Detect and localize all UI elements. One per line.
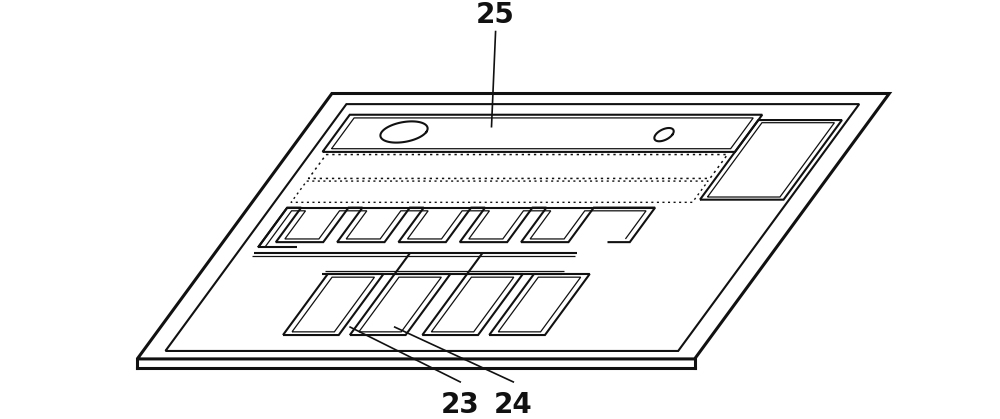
Text: 24: 24 bbox=[494, 391, 533, 419]
Text: 23: 23 bbox=[441, 391, 480, 419]
Text: 25: 25 bbox=[476, 1, 515, 29]
